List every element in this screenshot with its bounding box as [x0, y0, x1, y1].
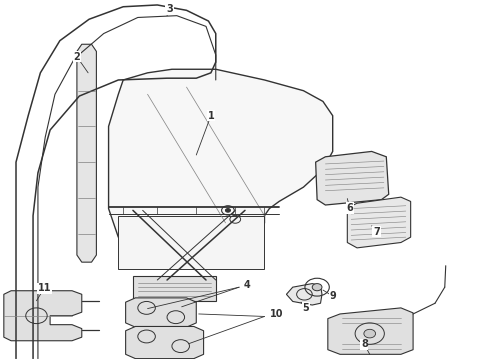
Polygon shape	[118, 216, 265, 269]
Text: 8: 8	[361, 339, 368, 349]
Text: 6: 6	[346, 203, 353, 213]
Circle shape	[364, 329, 375, 338]
Text: 2: 2	[74, 52, 80, 62]
Polygon shape	[316, 152, 389, 205]
Text: 10: 10	[270, 309, 283, 319]
Text: 4: 4	[244, 280, 251, 291]
Text: 11: 11	[38, 283, 51, 293]
Polygon shape	[125, 298, 196, 327]
Polygon shape	[77, 44, 97, 262]
Text: 5: 5	[302, 303, 309, 313]
Polygon shape	[125, 327, 203, 359]
Circle shape	[225, 208, 230, 212]
Polygon shape	[328, 308, 413, 354]
Text: 9: 9	[329, 291, 336, 301]
Polygon shape	[287, 284, 322, 305]
Polygon shape	[347, 197, 411, 248]
Polygon shape	[4, 291, 82, 341]
Text: 7: 7	[373, 227, 380, 237]
Text: 3: 3	[166, 4, 173, 14]
Polygon shape	[109, 69, 333, 258]
Circle shape	[312, 284, 322, 291]
Text: 1: 1	[208, 111, 214, 121]
Polygon shape	[133, 276, 216, 301]
